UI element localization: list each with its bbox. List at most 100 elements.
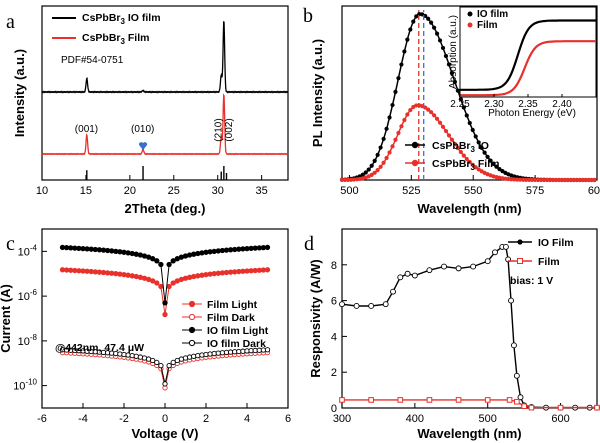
panel-b-point [482, 150, 487, 155]
panel-b-point [399, 124, 404, 129]
panel-b-point [574, 177, 579, 183]
panel-d-annotation: bias: 1 V [510, 275, 553, 287]
panel-a-xtick-label: 35 [256, 185, 268, 197]
panel-d-point [390, 288, 396, 295]
panel-c-xtick-label: -4 [78, 413, 88, 425]
panel-c-legend-entry: IO film Light [207, 325, 269, 337]
panel-b-point [375, 168, 380, 173]
panel-b-point [437, 38, 443, 43]
panel-d-ytick-label: 2 [331, 367, 337, 379]
panel-b-point [518, 177, 523, 182]
panel-d-point [513, 372, 520, 379]
panel-b-point [488, 158, 493, 163]
panel-b-point [402, 117, 407, 123]
panel-c-point [191, 251, 197, 257]
panel-b-point [553, 177, 559, 183]
panel-b-point [530, 177, 535, 183]
panel-d-xtick-label: 300 [333, 413, 351, 425]
panel-d-xlabel: Wavelength (nm) [417, 426, 521, 441]
panel-d-ytick-label: 4 [331, 331, 337, 343]
panel-c-xtick-label: -2 [119, 413, 129, 425]
panel-b-point [402, 49, 407, 54]
panel-b-point [446, 62, 452, 67]
panel-b-point [440, 124, 446, 129]
panel-b-point [426, 107, 431, 112]
panel-c-ytick-label: 10-6 [18, 288, 38, 303]
panel-b-point [544, 177, 550, 183]
panel-b-point [408, 27, 413, 32]
panel-c-point [166, 363, 172, 369]
panel-a-xtick-label: 20 [124, 185, 136, 197]
panel-c-point [191, 273, 197, 280]
panel-a-peak-label: (002) [224, 118, 235, 141]
panel-b-point [592, 177, 597, 183]
panel-b-point [571, 177, 576, 183]
panel-c-point [166, 261, 172, 268]
panel-b-point [426, 16, 431, 21]
panel-c-legend-marker [188, 313, 196, 321]
panel-a-legend-entry: CsPbBr3 IO film [82, 12, 161, 26]
panel-c-legend-entry: Film Dark [207, 312, 255, 324]
panel-b-xtick-label: 575 [526, 185, 544, 197]
panel-d-point [368, 303, 375, 309]
panel-c-point [129, 273, 135, 279]
panel-b-point [411, 19, 416, 24]
panel-c-ytick-label: 10-10 [13, 378, 37, 393]
panel-c-point [133, 273, 139, 280]
panel-b-point [449, 137, 455, 142]
panel-b-point [541, 177, 547, 183]
panel-b-point [494, 164, 499, 169]
panel-d-point [484, 397, 491, 403]
panel-c-legend-entry: Film Light [207, 299, 258, 311]
panel-a-xtick-label: 10 [36, 185, 48, 197]
panel-b-legend-entry: CsPbBr3 Film [432, 158, 499, 172]
panel-c-annotation: @442nm, 47.4 μW [55, 342, 144, 354]
panel-c-xlabel: Voltage (V) [132, 426, 199, 441]
panel-b-point [408, 107, 413, 113]
panel-c-xtick-label: 2 [203, 413, 209, 425]
panel-a-series-line [41, 93, 289, 156]
panel-a-xtick-label: 15 [80, 185, 92, 197]
panel-b-point [372, 158, 377, 163]
panel-b-xtick-label: 550 [464, 185, 482, 197]
panel-c-point [166, 283, 172, 290]
panel-b-point [396, 130, 401, 136]
panel-c-point [264, 347, 271, 353]
panel-c-ytick-label: 10-8 [18, 333, 38, 348]
panel-c-ylabel: Current (A) [0, 284, 13, 353]
panel-c-legend-marker [188, 300, 196, 308]
panel-c-point [186, 252, 193, 258]
panel-d-point [594, 404, 600, 411]
panel-b-point [429, 20, 434, 25]
panel-d-point [397, 397, 404, 403]
panel-c-point [150, 278, 156, 284]
panel-b-point [458, 97, 463, 102]
panel-d-xtick-label: 600 [551, 413, 569, 425]
panel-b-point [515, 177, 520, 182]
panel-b-point [533, 177, 538, 183]
panel-d-point [484, 258, 491, 265]
panel-b-point [464, 156, 469, 162]
panel-b: 500 525 550 575 600 Wavelength (nm) PL Intensi… [303, 5, 600, 216]
panel-b-point [583, 177, 588, 183]
panel-b-point [464, 113, 469, 118]
panel-b-point [378, 164, 383, 169]
panel-a-letter: a [6, 11, 15, 33]
panel-b-xtick-label: 600 [588, 185, 600, 197]
panel-d-point [382, 301, 389, 308]
panel-b-point [455, 88, 460, 93]
panel-d-point [339, 301, 345, 308]
panel-b-point [440, 45, 446, 51]
panel-b-point [461, 105, 466, 110]
panel-d-point [514, 398, 520, 405]
panel-b-legend-entry: CsPbBr3 IO [432, 140, 489, 154]
panel-b-point [473, 134, 478, 139]
panel-b-point [443, 53, 449, 59]
panel-c-point [170, 258, 176, 264]
panel-d-ylabel: Responsivity (A/W) [308, 259, 323, 377]
panel-c-point [186, 354, 193, 360]
panel-b-xtick-label: 500 [340, 185, 358, 197]
panel-c-point [264, 267, 271, 273]
panel-c-point [158, 283, 164, 290]
